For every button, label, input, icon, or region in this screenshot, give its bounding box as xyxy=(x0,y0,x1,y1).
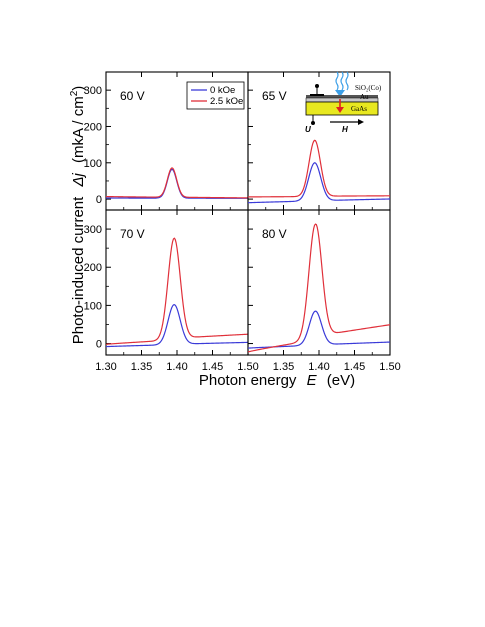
x-tick-label: 1.45 xyxy=(202,361,223,373)
y-tick-label: 0 xyxy=(96,194,102,206)
y-axis-unit-sup: 2 xyxy=(69,90,80,96)
series-line-0kOe xyxy=(247,162,391,204)
series-line-2.5kOe xyxy=(247,223,391,353)
x-tick-label: 1.40 xyxy=(166,361,187,373)
top-contact-dot xyxy=(315,84,319,88)
bottom-contact-dot xyxy=(311,121,315,125)
photon-wave-1 xyxy=(335,71,339,91)
series-line-0kOe xyxy=(106,168,248,199)
top-contact-pad xyxy=(310,94,324,96)
legend-label-2.5kOe: 2.5 kOe xyxy=(210,96,243,107)
y-tick-label: 300 xyxy=(84,224,102,236)
y-axis-title: Photo-induced current Δj (mkA / cm2) xyxy=(69,86,87,345)
panel-2: 65 V xyxy=(247,71,391,211)
gaas-label: GaAs xyxy=(351,105,367,113)
panel-label: 70 V xyxy=(120,227,145,241)
series-line-0kOe xyxy=(105,303,249,348)
series-line-2.5kOe xyxy=(105,237,249,345)
x-tick-label: 1.30 xyxy=(95,361,116,373)
y-axis-unit: (mkA / cm xyxy=(70,96,87,163)
field-arrow-head xyxy=(358,119,364,125)
y-tick-label: 200 xyxy=(84,262,102,274)
x-axis-unit: (eV) xyxy=(327,372,355,389)
coating-label: SiO₂(Co) xyxy=(355,84,382,92)
y-tick-label: 300 xyxy=(84,85,102,97)
photon-arrow-head xyxy=(335,90,345,97)
x-axis-symbol: E xyxy=(307,372,318,389)
panel-4: 1.35 1.40 1.45 1.50 80 V xyxy=(247,209,401,373)
voltage-label: U xyxy=(305,125,311,134)
x-tick-label: 1.50 xyxy=(379,361,400,373)
y-axis-symbol: Δj xyxy=(70,172,87,187)
x-tick-label: 1.45 xyxy=(344,361,365,373)
legend-label-0kOe: 0 kOe xyxy=(210,85,235,96)
series-line-2.5kOe xyxy=(247,139,390,198)
panel-label: 80 V xyxy=(262,227,287,241)
y-tick-label: 200 xyxy=(84,121,102,133)
coating-layer xyxy=(306,95,378,98)
legend-box xyxy=(186,81,245,110)
device-schematic-inset: SiO₂(Co) Au GaAs U H xyxy=(305,71,382,134)
panel-label: 60 V xyxy=(120,89,145,103)
current-arrow-head xyxy=(336,107,344,113)
field-label: H xyxy=(342,125,348,134)
panel-label: 65 V xyxy=(262,89,287,103)
x-tick-label: 1.40 xyxy=(308,361,329,373)
series-line-2.5kOe xyxy=(105,167,249,199)
series-line-0kOe xyxy=(247,310,391,349)
gold-label: Au xyxy=(360,93,369,101)
photon-wave-2 xyxy=(340,71,344,91)
photon-wave-3 xyxy=(345,71,349,91)
panels-group: 0 100 200 300 60 V 65 V 0 100 200 300 1.30 1.35 1.40… xyxy=(84,71,401,373)
y-axis-unit-end: ) xyxy=(70,86,87,91)
y-tick-label: 0 xyxy=(96,339,102,351)
x-tick-label: 1.35 xyxy=(131,361,152,373)
x-axis-title: Photon energy E (eV) xyxy=(199,372,355,389)
x-tick-label: 1.35 xyxy=(273,361,294,373)
y-axis-label: Photo-induced current xyxy=(70,196,87,344)
panel-3: 0 100 200 300 1.30 1.35 1.40 1.45 1.50 70 V xyxy=(84,209,259,373)
y-tick-label: 100 xyxy=(84,300,102,312)
legend: 0 kOe 2.5 kOe xyxy=(186,81,245,110)
y-tick-label: 100 xyxy=(84,158,102,170)
x-tick-label: 1.50 xyxy=(237,361,258,373)
x-axis-label: Photon energy xyxy=(199,372,297,389)
